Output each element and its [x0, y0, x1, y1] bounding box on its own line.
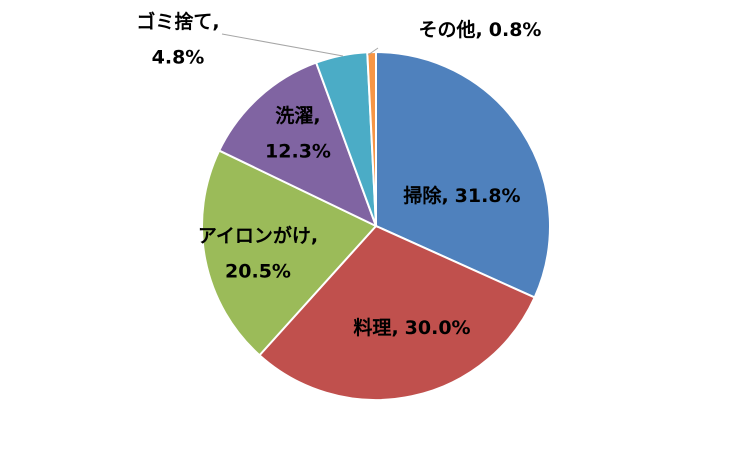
- label-separator: ,: [311, 225, 318, 247]
- leader-line: [221, 33, 344, 57]
- label-separator: ,: [441, 185, 448, 207]
- data-label: 料理, 30.0%: [353, 316, 470, 339]
- label-category: ゴミ捨て: [136, 10, 212, 33]
- data-label: ゴミ捨て,: [136, 10, 219, 33]
- data-label: 12.3%: [265, 141, 331, 163]
- label-separator: ,: [391, 317, 398, 339]
- label-category: 洗濯: [275, 104, 313, 127]
- pie-slice: [258, 224, 536, 401]
- label-category: その他: [419, 18, 476, 41]
- label-category: アイロンがけ: [198, 224, 311, 247]
- leader-line: [367, 47, 379, 56]
- label-separator: ,: [212, 11, 219, 33]
- data-label: アイロンがけ,: [198, 224, 318, 247]
- pie-slice: [375, 50, 551, 299]
- data-label: 20.5%: [225, 261, 291, 283]
- label-category: 掃除: [403, 184, 442, 207]
- data-label: 掃除, 31.8%: [403, 184, 520, 207]
- pie-slice: [201, 149, 378, 357]
- label-value: 0.8%: [489, 19, 542, 41]
- label-separator: ,: [476, 19, 483, 41]
- label-separator: ,: [313, 105, 320, 127]
- label-value: 30.0%: [405, 317, 471, 339]
- label-value: 31.8%: [455, 185, 521, 207]
- label-category: 料理: [353, 316, 391, 339]
- pie-slice: [217, 61, 378, 228]
- data-label: 4.8%: [152, 47, 205, 69]
- data-label: その他, 0.8%: [419, 18, 542, 41]
- data-label: 洗濯,: [275, 104, 320, 127]
